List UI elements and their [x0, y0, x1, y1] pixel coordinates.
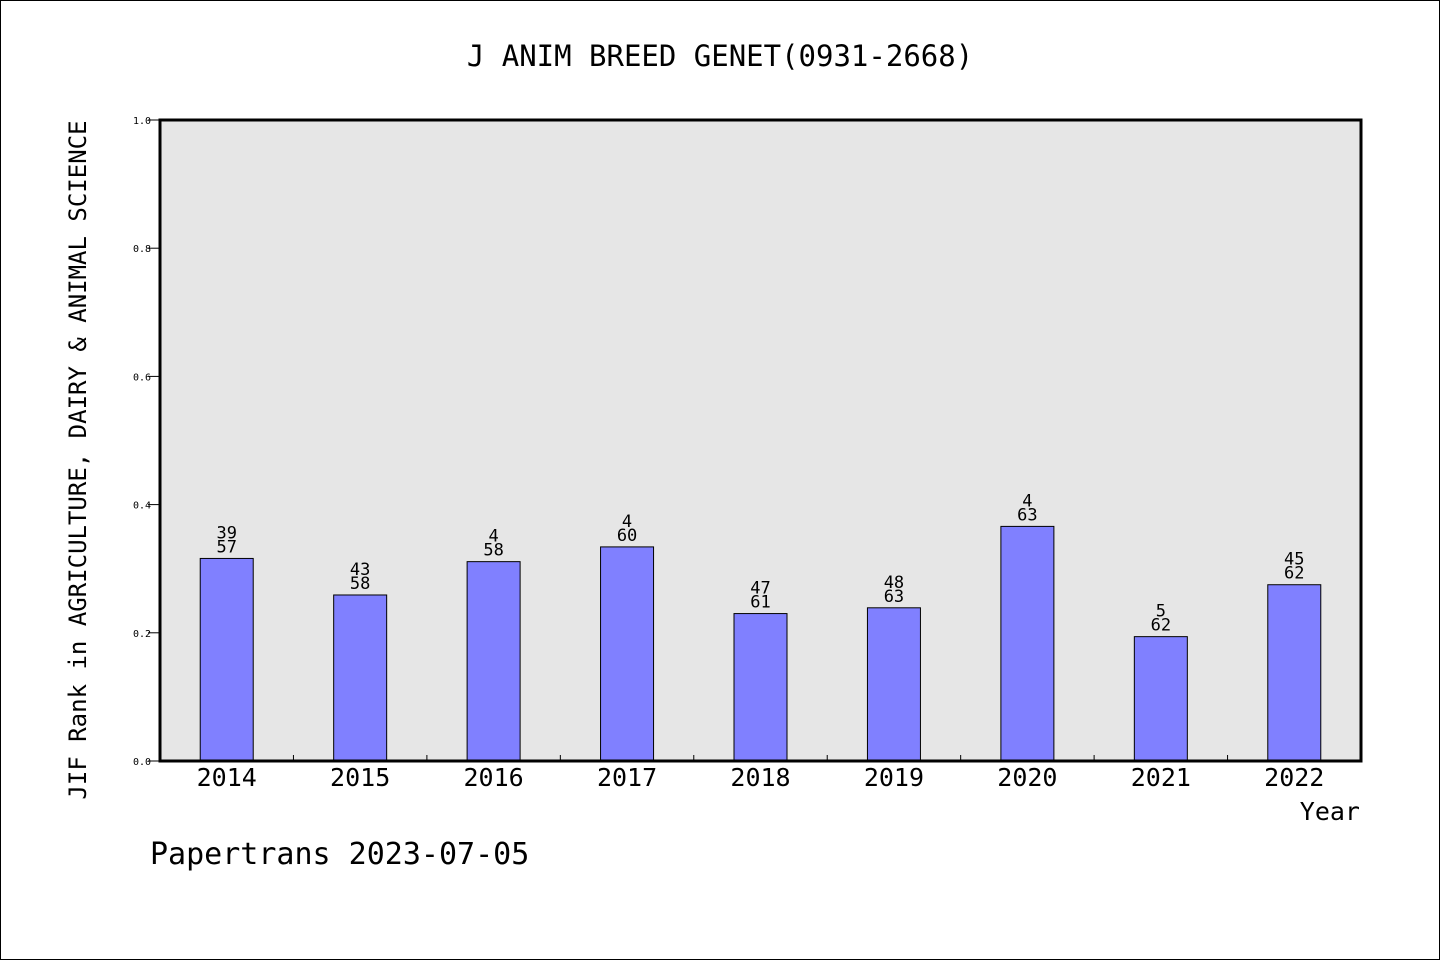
x-tick-label: 2016 — [464, 763, 524, 792]
bar-2017 — [600, 546, 655, 762]
chart-title: J ANIM BREED GENET(0931-2668) — [467, 39, 973, 73]
x-tick-label: 2021 — [1131, 763, 1191, 792]
x-tick-label: 2019 — [864, 763, 924, 792]
bar-label-bottom: 58 — [350, 574, 370, 594]
bar-label-top: 39 — [216, 523, 236, 543]
x-tick-label: 2015 — [330, 763, 390, 792]
bar-label-bottom: 58 — [483, 541, 503, 561]
bar-label-bottom: 63 — [1017, 505, 1037, 525]
y-tick-label: 1.0 — [133, 116, 151, 127]
x-axis-label: Year — [1300, 797, 1360, 826]
bar-label-top: 5 — [1156, 602, 1166, 622]
x-tick-label: 2020 — [997, 763, 1057, 792]
plot-border — [158, 118, 1363, 763]
bar-2020 — [1000, 525, 1055, 762]
y-axis-ticks: 0.0 0.2 0.4 0.6 0.8 1.0 — [133, 116, 160, 768]
y-axis-label: JIF Rank in AGRICULTURE, DAIRY & ANIMAL … — [64, 120, 92, 799]
bar-label-bottom: 61 — [750, 593, 770, 613]
x-axis-ticks: 2014 2015 2016 2017 2018 2019 2020 2021 2022 — [197, 755, 1324, 792]
bar-2018 — [733, 613, 788, 762]
bar-label-bottom: 57 — [216, 537, 236, 557]
bar-2016 — [466, 561, 521, 762]
footer-text: Papertrans 2023-07-05 — [150, 837, 529, 872]
bar-label-top: 4 — [488, 527, 498, 547]
bar-label-top: 4 — [1022, 491, 1032, 511]
y-tick-label: 0.6 — [133, 372, 151, 383]
y-tick-label: 0.2 — [133, 629, 151, 640]
bar-label-bottom: 62 — [1284, 564, 1304, 584]
bar-label-top: 43 — [350, 560, 370, 580]
bar-2014 — [199, 557, 254, 762]
x-tick-label: 2014 — [197, 763, 257, 792]
x-tick-label: 2017 — [597, 763, 657, 792]
bar-2019 — [866, 607, 921, 762]
bar-label-bottom: 63 — [884, 587, 904, 607]
y-tick-label: 0.4 — [133, 501, 151, 512]
x-tick-label: 2018 — [730, 763, 790, 792]
bar-label-bottom: 60 — [617, 526, 637, 546]
bar-label-top: 4 — [622, 512, 632, 532]
y-tick-label: 0.0 — [133, 757, 151, 768]
bar-2021 — [1133, 636, 1188, 762]
bar-2022 — [1267, 584, 1322, 762]
bar-label-top: 48 — [884, 573, 904, 593]
bar-label-top: 47 — [750, 579, 770, 599]
bar-label-bottom: 62 — [1151, 616, 1171, 636]
bar-2015 — [333, 594, 388, 762]
y-tick-label: 0.8 — [133, 244, 151, 255]
x-tick-label: 2022 — [1264, 763, 1324, 792]
bar-label-top: 45 — [1284, 550, 1304, 570]
